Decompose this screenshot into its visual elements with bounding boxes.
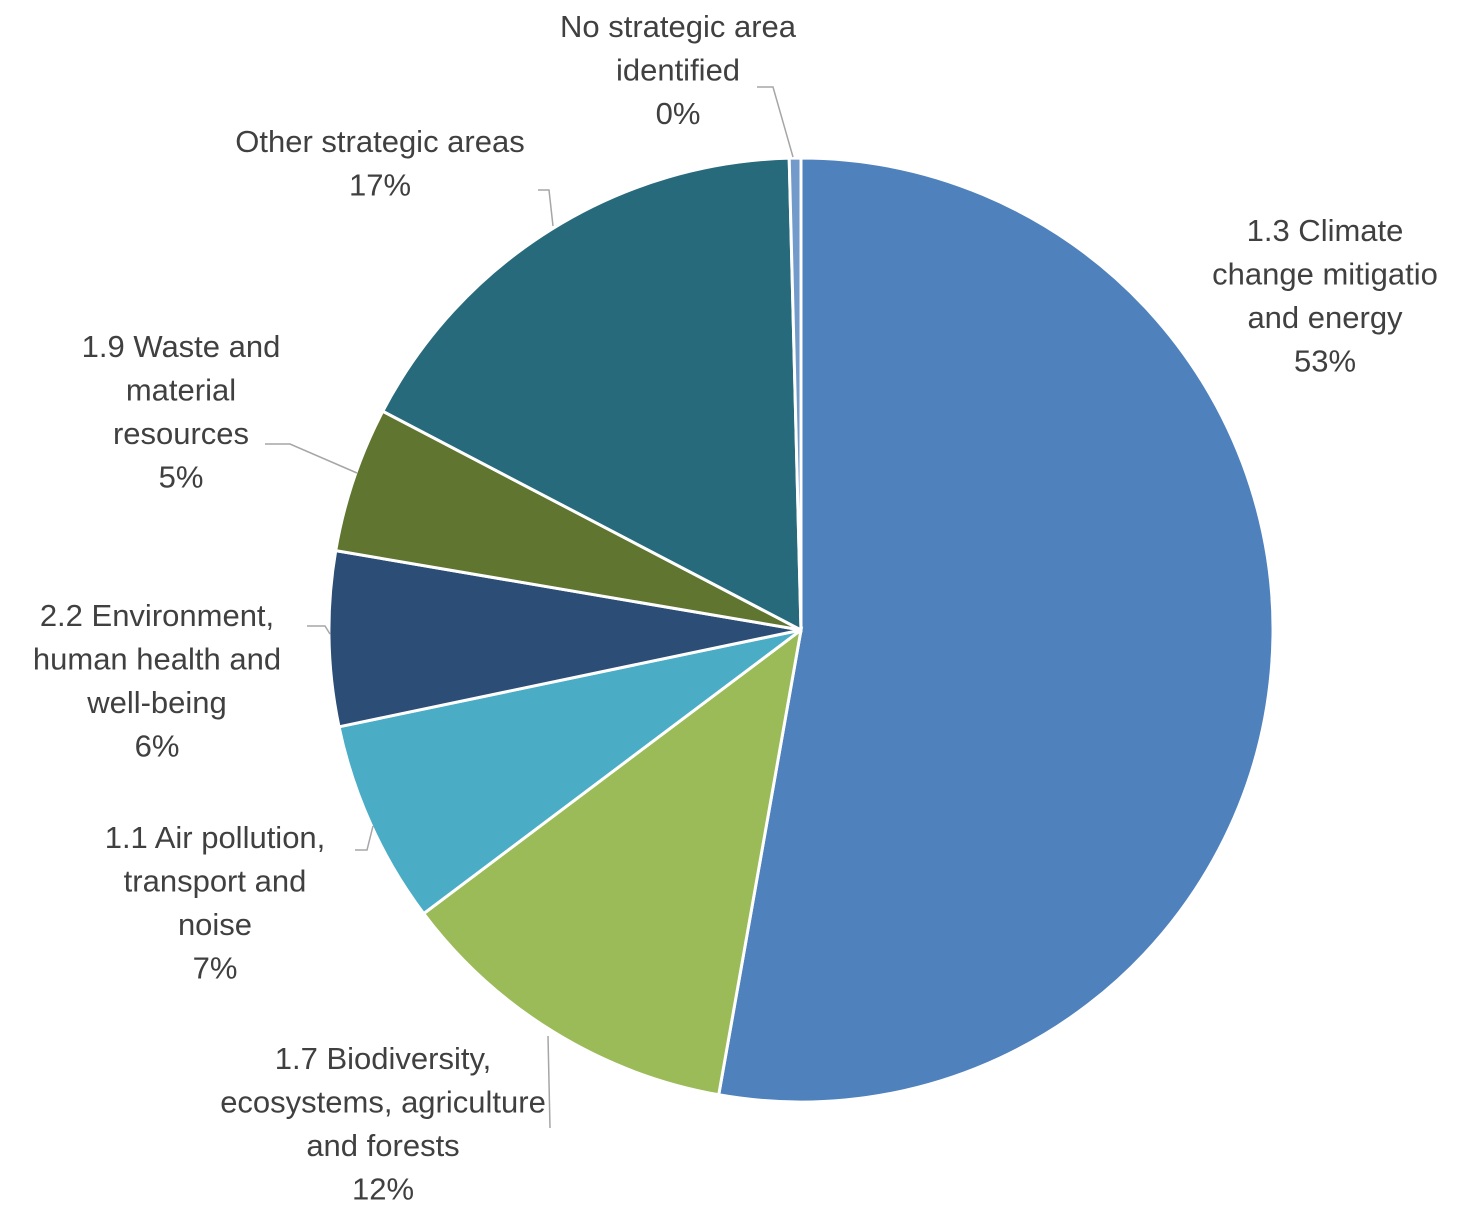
category-label-line: 1.7 Biodiversity, bbox=[275, 1041, 492, 1076]
percent-label: 53% bbox=[1294, 344, 1356, 379]
category-label-line: ecosystems, agriculture bbox=[220, 1085, 546, 1120]
leader-lines bbox=[265, 86, 794, 1129]
leader-line-no-strategic-area bbox=[757, 86, 794, 158]
category-label-line: 1.1 Air pollution, bbox=[105, 820, 326, 855]
data-label-2-2-environment-human-health-and-well-being: 2.2 Environment, human health and well-bei… bbox=[33, 598, 281, 764]
category-label-line: change mitigatio bbox=[1212, 257, 1438, 292]
percent-label: 5% bbox=[159, 460, 204, 495]
percent-label: 17% bbox=[349, 168, 411, 203]
category-label-line: well-being bbox=[86, 685, 227, 720]
category-label-line: resources bbox=[113, 416, 249, 451]
category-label-line: Other strategic areas bbox=[235, 124, 524, 159]
leader-line-other bbox=[538, 189, 554, 227]
pie-slice-1-9-waste-and-material-resources bbox=[333, 409, 802, 632]
percent-label: 6% bbox=[135, 729, 180, 764]
pie-slices bbox=[327, 156, 1275, 1104]
pie-slice-other-strategic-areas bbox=[380, 156, 803, 633]
pie-slice-no-strategic-area-identified bbox=[787, 156, 803, 631]
category-label-line: noise bbox=[178, 907, 252, 942]
category-label-line: No strategic area bbox=[560, 9, 797, 44]
category-label-line: 1.9 Waste and bbox=[82, 329, 281, 364]
data-label-no-strategic-area-identified: No strategic area identified 0% bbox=[560, 9, 797, 131]
category-label-line: and forests bbox=[306, 1128, 459, 1163]
data-label-1-3-climate-change-mitigation-and-energy: 1.3 Climate change mitigatio and energy 53% bbox=[1212, 213, 1438, 379]
data-label-1-9-waste-and-material-resources: 1.9 Waste and material resources 5% bbox=[82, 329, 281, 495]
category-label-line: 2.2 Environment, bbox=[40, 598, 274, 633]
category-label-line: material bbox=[126, 373, 236, 408]
leader-line-biodiversity bbox=[547, 1035, 551, 1129]
pie-slice-1-7-biodiversity-ecosystems-agriculture-and-forests bbox=[421, 626, 804, 1097]
category-label-line: identified bbox=[616, 53, 740, 88]
data-labels: 1.3 Climate change mitigatio and energy 53%… bbox=[33, 9, 1438, 1205]
category-label-line: and energy bbox=[1247, 300, 1403, 335]
data-label-1-1-air-pollution-transport-and-noise: 1.1 Air pollution, transport and noise 7% bbox=[105, 820, 326, 986]
category-label-line: transport and bbox=[124, 864, 307, 899]
category-label-line: human health and bbox=[33, 642, 281, 677]
category-label-line: 1.3 Climate bbox=[1247, 213, 1404, 248]
percent-label: 12% bbox=[352, 1172, 414, 1205]
leader-line-air-pollution bbox=[355, 825, 374, 851]
leader-line-environment bbox=[307, 625, 331, 635]
leader-line-waste bbox=[265, 443, 358, 474]
data-label-1-7-biodiversity-ecosystems-agriculture-and-forests: 1.7 Biodiversity, ecosystems, agriculture… bbox=[220, 1041, 546, 1205]
pie-slice-2-2-environment-human-health-and-well-being bbox=[327, 548, 802, 729]
percent-label: 7% bbox=[193, 951, 238, 986]
pie-slice-1-1-air-pollution-transport-and-noise bbox=[337, 628, 802, 916]
data-label-other-strategic-areas: Other strategic areas 17% bbox=[235, 124, 524, 203]
percent-label: 0% bbox=[656, 96, 701, 131]
pie-slice-1-3-climate-change-mitigation-and-energy bbox=[716, 156, 1275, 1104]
